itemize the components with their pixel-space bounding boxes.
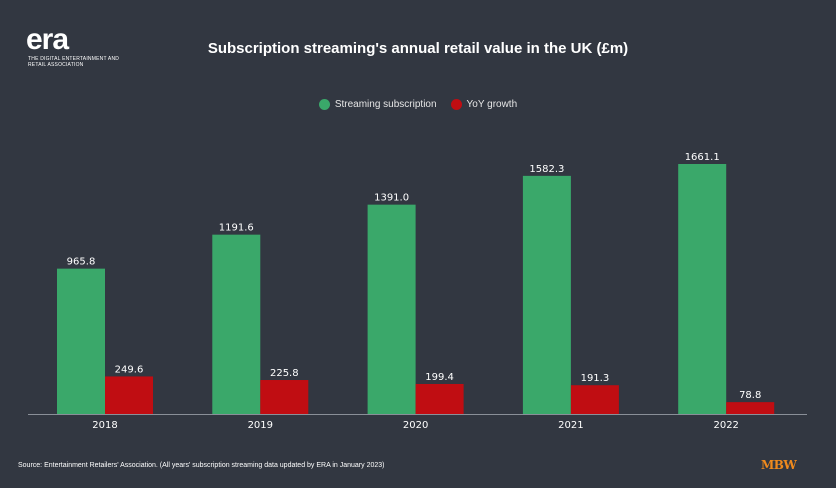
x-tick-label-2022: 2022: [713, 420, 738, 431]
x-tick-label-2021: 2021: [558, 420, 583, 431]
bar-streaming-2018: [57, 268, 105, 414]
chart-title: Subscription streaming's annual retail v…: [207, 40, 629, 57]
data-label-yoy-2021: 191.3: [581, 373, 610, 384]
legend-label-streaming: Streaming subscription: [334, 99, 437, 110]
data-label-yoy-2022: 78.8: [739, 390, 761, 401]
bar-streaming-2021: [522, 175, 571, 414]
data-label-streaming-2021: 1582.3: [529, 164, 564, 175]
data-label-streaming-2020: 1391.0: [374, 193, 409, 204]
x-tick-label-2019: 2019: [248, 420, 273, 431]
mbw-logo: MBW: [761, 458, 797, 472]
legend-dot-yoy: [450, 99, 462, 110]
era-logo-text: era: [26, 26, 69, 54]
era-logo-mark: era: [26, 26, 70, 54]
bar-streaming-2020: [367, 204, 416, 414]
data-label-yoy-2018: 249.6: [115, 364, 144, 375]
data-label-yoy-2020: 199.4: [425, 372, 454, 383]
legend-dot-streaming: [318, 99, 330, 110]
data-label-streaming-2019: 1191.6: [219, 223, 254, 234]
data-label-streaming-2022: 1661.1: [685, 152, 720, 163]
source-note: Source: Entertainment Retailers' Associa…: [18, 462, 385, 469]
bar-yoy-2020: [415, 383, 464, 414]
bar-yoy-2018: [105, 376, 153, 414]
bar-yoy-2022: [726, 402, 775, 414]
bar-streaming-2022: [678, 164, 727, 414]
x-tick-label-2020: 2020: [403, 420, 428, 431]
legend-item-yoy[interactable]: YoY growth: [450, 99, 518, 110]
bar-yoy-2021: [570, 385, 619, 414]
x-tick-label-2018: 2018: [92, 420, 117, 431]
bar-streaming-2019: [212, 234, 261, 414]
era-logo-subtitle: THE DIGITAL ENTERTAINMENT AND RETAIL ASS…: [28, 56, 120, 68]
chart-legend: Streaming subscription YoY growth: [0, 99, 836, 110]
legend-item-streaming[interactable]: Streaming subscription: [318, 99, 437, 110]
legend-label-yoy: YoY growth: [466, 99, 518, 110]
data-label-yoy-2019: 225.8: [270, 368, 299, 379]
bar-yoy-2019: [260, 380, 309, 414]
data-label-streaming-2018: 965.8: [67, 257, 96, 268]
